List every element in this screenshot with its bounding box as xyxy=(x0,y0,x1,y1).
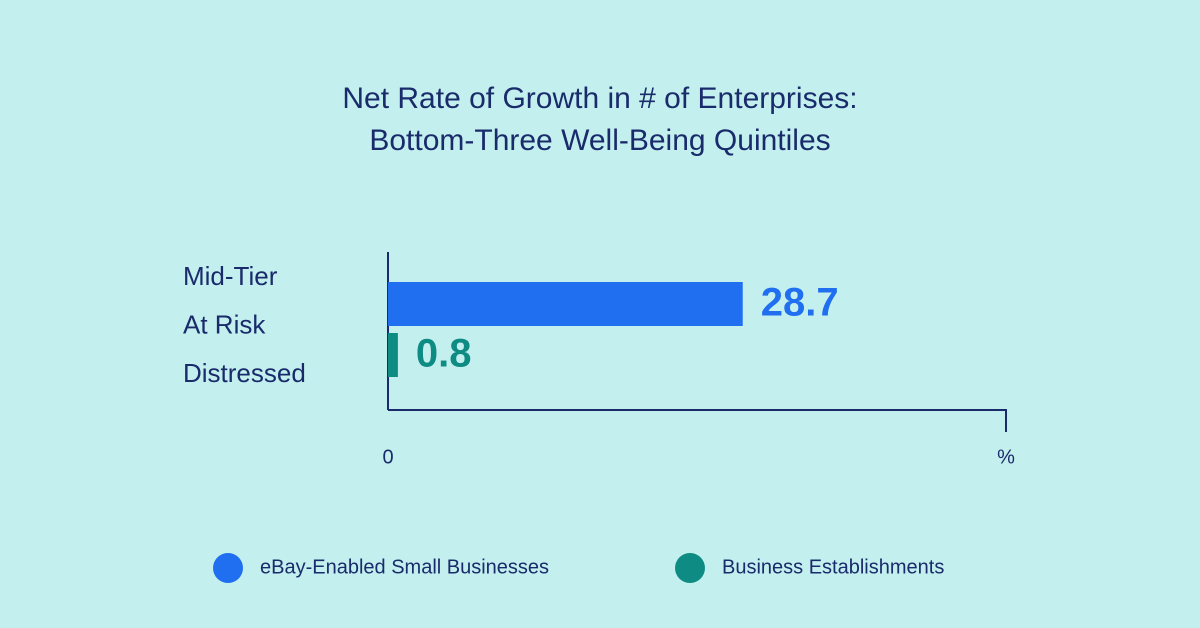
chart-title: Bottom-Three Well-Being Quintiles xyxy=(369,124,830,157)
legend-swatch xyxy=(213,553,243,583)
value-label: 0.8 xyxy=(416,332,472,376)
value-label: 28.7 xyxy=(761,281,839,325)
legend-label: Business Establishments xyxy=(722,556,944,578)
bar xyxy=(388,333,398,377)
category-label: At Risk xyxy=(183,309,266,339)
x-tick-label: % xyxy=(997,446,1015,468)
category-label: Mid-Tier xyxy=(183,261,278,291)
legend-swatch xyxy=(675,553,705,583)
legend-label: eBay-Enabled Small Businesses xyxy=(260,556,549,578)
category-label: Distressed xyxy=(183,358,306,388)
chart-title: Net Rate of Growth in # of Enterprises: xyxy=(342,82,857,115)
x-tick-label: 0 xyxy=(382,446,393,468)
bar xyxy=(388,282,743,326)
